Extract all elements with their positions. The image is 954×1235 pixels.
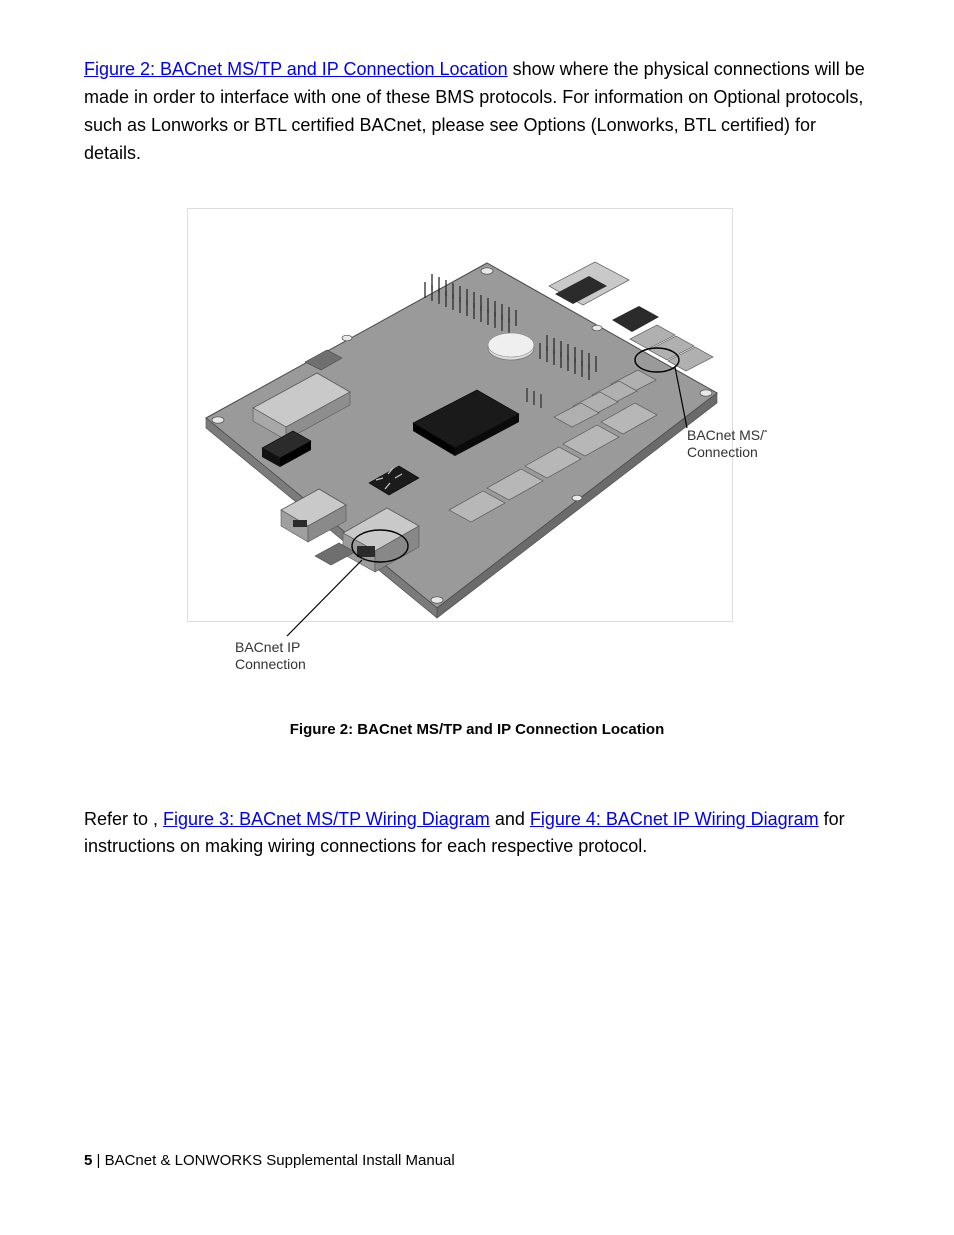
figure-2-diagram: BACnet MS/TP Connection BACnet IP Connec… (187, 208, 767, 693)
refer-paragraph: Refer to , Figure 3: BACnet MS/TP Wiring… (84, 806, 870, 862)
figure-3-link[interactable]: Figure 3: BACnet MS/TP Wiring Diagram (163, 809, 490, 829)
refer-mid: and (490, 809, 530, 829)
figure-2-link[interactable]: Figure 2: BACnet MS/TP and IP Connection… (84, 59, 508, 79)
footer-title: BACnet & LONWORKS Supplemental Install M… (105, 1152, 455, 1169)
mstp-label-line1: BACnet MS/TP (687, 427, 767, 443)
footer-sep: | (92, 1152, 104, 1169)
figure-4-link[interactable]: Figure 4: BACnet IP Wiring Diagram (530, 809, 819, 829)
intro-paragraph: Figure 2: BACnet MS/TP and IP Connection… (84, 56, 870, 168)
ip-label-line1: BACnet IP (235, 639, 300, 655)
page-footer: 5 | BACnet & LONWORKS Supplemental Insta… (84, 1152, 455, 1169)
mstp-label-line2: Connection (687, 444, 758, 460)
figure-2-caption: Figure 2: BACnet MS/TP and IP Connection… (84, 721, 870, 738)
refer-pre: Refer to , (84, 809, 163, 829)
ip-label-line2: Connection (235, 656, 306, 672)
figure-2: BACnet MS/TP Connection BACnet IP Connec… (84, 208, 870, 738)
